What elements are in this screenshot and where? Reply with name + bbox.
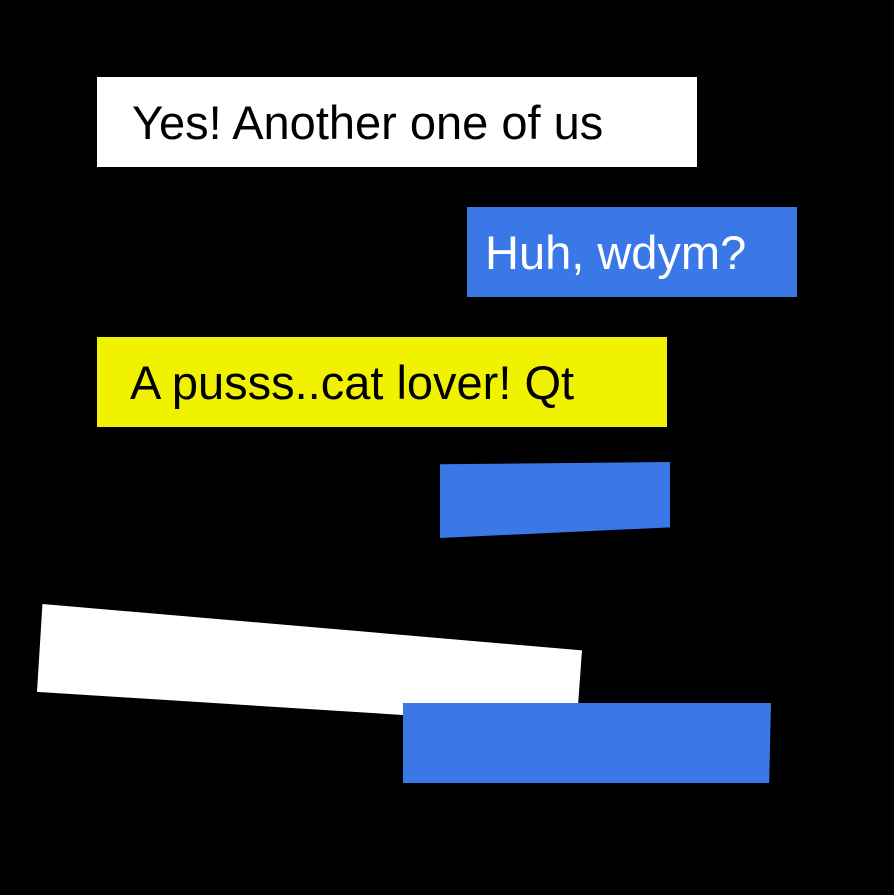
message-bubble-4 <box>440 462 670 538</box>
message-text-1: Yes! Another one of us <box>132 95 604 149</box>
message-bubble-1: Yes! Another one of us <box>97 77 697 167</box>
message-text-3: A pusss..cat lover! Qt <box>130 355 575 409</box>
message-text-2: Huh, wdym? <box>485 225 747 279</box>
message-bubble-6 <box>403 703 771 783</box>
message-bubble-3: A pusss..cat lover! Qt <box>97 337 667 427</box>
message-bubble-2: Huh, wdym? <box>467 207 797 297</box>
